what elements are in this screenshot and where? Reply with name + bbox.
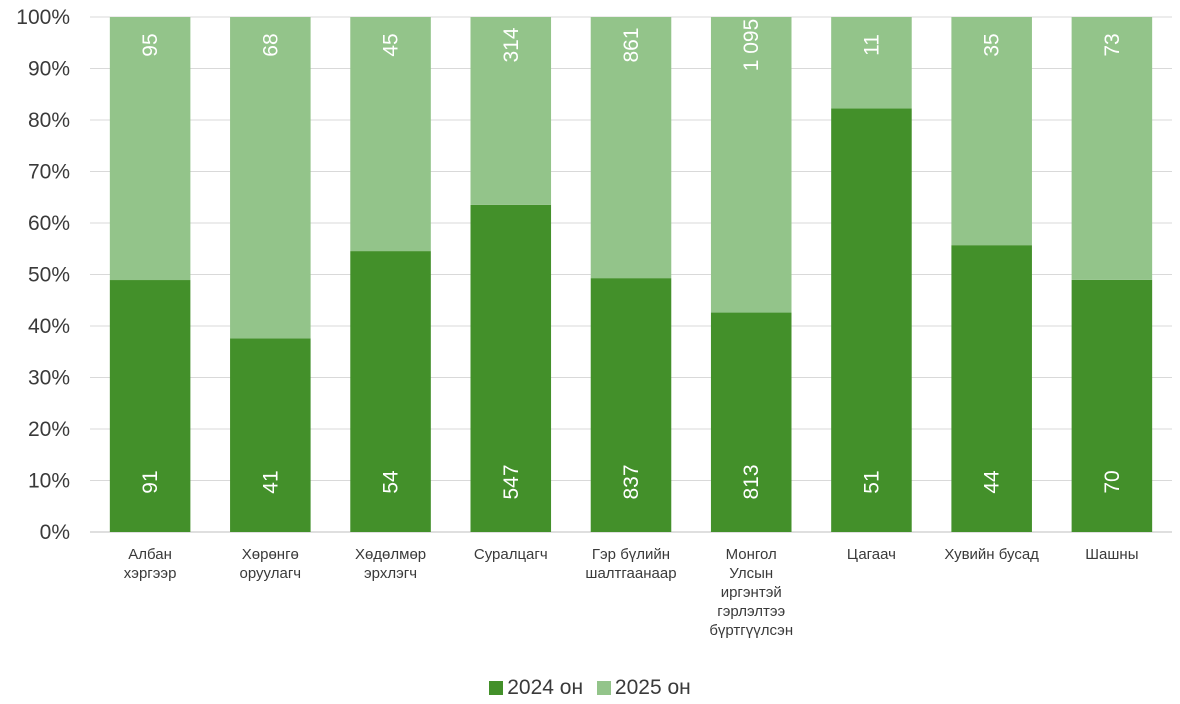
data-label-2025: 314 xyxy=(500,27,523,62)
bar-2025 xyxy=(109,17,191,281)
data-label-2024: 837 xyxy=(620,464,643,499)
x-tick-label: оруулагч xyxy=(240,565,302,582)
bar-2025 xyxy=(590,17,672,279)
data-label-2025: 35 xyxy=(981,33,1004,56)
bar-2024 xyxy=(350,251,431,532)
y-tick-label: 60% xyxy=(28,212,70,235)
data-label-2024: 70 xyxy=(1101,470,1124,493)
data-label-2025: 861 xyxy=(620,27,643,62)
data-label-2025: 11 xyxy=(860,34,883,56)
data-label-2024: 44 xyxy=(981,470,1004,494)
y-tick-label: 80% xyxy=(28,109,70,132)
x-tick-label: Цагаач xyxy=(847,546,896,563)
y-tick-label: 70% xyxy=(28,161,70,184)
data-label-2024: 41 xyxy=(259,470,282,493)
x-tick-label: Монгол xyxy=(726,546,777,563)
x-tick-label: Хөрөнгө xyxy=(242,546,299,563)
x-tick-label: шалтгаанаар xyxy=(585,565,676,582)
bar-2024 xyxy=(1071,279,1153,532)
legend-swatch-2025 xyxy=(596,681,611,695)
x-tick-label: хэргээр xyxy=(124,565,177,582)
data-label-2024: 547 xyxy=(500,464,523,499)
chart-legend: 2024 он 2025 он xyxy=(0,676,1180,701)
x-tick-label: иргэнтэй xyxy=(721,584,782,601)
x-tick-label: Улсын xyxy=(729,565,773,582)
y-tick-label: 100% xyxy=(16,6,70,29)
y-tick-label: 10% xyxy=(28,470,70,493)
x-tick-label: эрхлэгч xyxy=(364,565,417,582)
bar-2025 xyxy=(350,17,431,252)
y-tick-label: 40% xyxy=(28,315,70,338)
x-tick-label: бүртгүүлсэн xyxy=(709,622,793,639)
data-label-2024: 51 xyxy=(860,470,883,493)
y-tick-label: 90% xyxy=(28,58,70,81)
bar-2024 xyxy=(230,338,311,532)
y-tick-label: 50% xyxy=(28,264,70,287)
y-tick-label: 0% xyxy=(40,521,70,544)
legend-item-2025: 2025 он xyxy=(596,676,691,700)
x-tick-label: Албан xyxy=(128,546,172,563)
x-tick-label: Хөдөлмөр xyxy=(355,546,426,563)
x-tick-label: Хувийн бусад xyxy=(944,546,1039,563)
legend-swatch-2024 xyxy=(489,681,504,695)
bar-2024 xyxy=(831,108,912,532)
bar-2024 xyxy=(470,204,552,532)
y-tick-label: 30% xyxy=(28,367,70,390)
bar-2025 xyxy=(470,17,552,205)
x-tick-label: Гэр бүлийн xyxy=(592,546,670,563)
data-label-2025: 73 xyxy=(1101,33,1124,56)
bar-2025 xyxy=(951,17,1032,246)
data-label-2024: 54 xyxy=(380,470,403,494)
x-tick-label: гэрлэлтээ xyxy=(717,603,785,620)
x-tick-label: Суралцагч xyxy=(474,546,548,563)
bar-2025 xyxy=(831,17,912,109)
bar-2024 xyxy=(590,278,672,532)
y-tick-label: 20% xyxy=(28,418,70,441)
data-label-2025: 45 xyxy=(380,33,403,56)
bar-2025 xyxy=(1071,17,1153,280)
legend-label-2024: 2024 он xyxy=(507,676,584,699)
legend-item-2024: 2024 он xyxy=(489,676,583,700)
bar-2025 xyxy=(710,17,792,313)
x-tick-label: Шашны xyxy=(1085,546,1138,563)
legend-label-2025: 2025 он xyxy=(614,676,691,699)
data-label-2025: 1 095 xyxy=(740,19,763,72)
bar-2024 xyxy=(109,280,191,532)
data-label-2024: 813 xyxy=(740,464,763,499)
data-label-2024: 91 xyxy=(139,470,162,493)
bar-2024 xyxy=(710,312,792,532)
bar-2024 xyxy=(951,245,1032,532)
bar-2025 xyxy=(230,17,311,339)
data-label-2025: 95 xyxy=(139,33,162,56)
data-label-2025: 68 xyxy=(259,33,282,56)
